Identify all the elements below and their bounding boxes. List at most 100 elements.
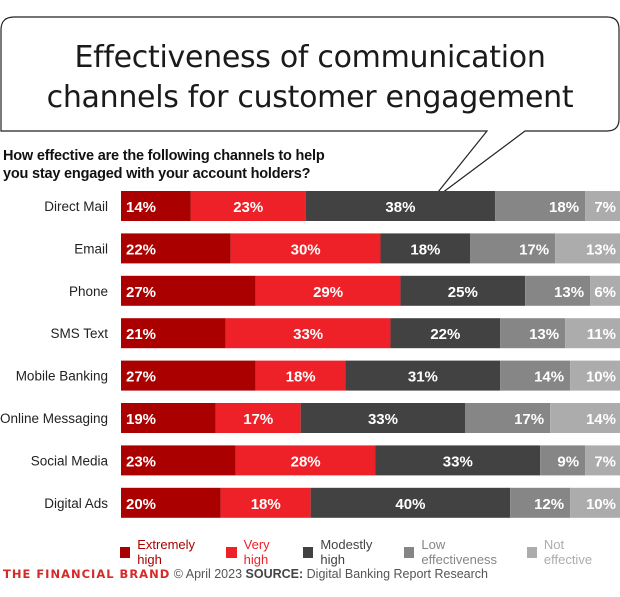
bar-segment-modestly-high [375,445,541,476]
bar-segment-low-effectiveness [500,318,566,349]
bar-segment-very-high [220,487,311,518]
bar-segment-not-effective [570,360,620,391]
bar-row-email: Email 22% 30% 18% 17% 13% [74,233,620,264]
chart-subtitle-line-2: you stay engaged with your account holde… [3,166,311,182]
data-label-very-high: 30% [291,241,321,258]
data-label-modestly-high: 22% [430,326,460,343]
data-label-modestly-high: 33% [443,453,473,470]
data-label-modestly-high: 25% [448,284,478,301]
bar-row-sms-text: SMS Text 21% 33% 22% 13% 11% [50,318,620,349]
legend-label-modestly-high: Modestly high [320,537,373,567]
category-label: Direct Mail [44,199,108,214]
data-label-very-high: 33% [293,326,323,343]
legend-swatch-extremely-high [120,546,131,558]
legend-label-extremely-high: Extremely high [137,537,196,567]
data-label-extremely-high: 21% [126,326,156,343]
legend-label-not-effective: Not effective [543,537,593,567]
bar-segment-very-high [235,445,376,476]
data-label-low-effectiveness: 9% [557,453,579,470]
bar-segment-low-effectiveness [470,233,556,264]
bar-segment-not-effective [585,191,620,221]
data-label-low-effectiveness: 12% [534,496,564,513]
bar-segment-extremely-high [121,403,216,433]
bar-segment-very-high [190,191,306,221]
bar-row-social-media: Social Media 23% 28% 33% 9% 7% [31,445,620,476]
data-label-not-effective: 7% [594,453,616,470]
data-label-low-effectiveness: 14% [534,369,564,386]
data-label-low-effectiveness: 13% [529,326,559,343]
bar-segment-not-effective [570,487,620,518]
category-label: Phone [69,284,108,299]
data-label-not-effective: 13% [586,241,616,258]
data-label-extremely-high: 20% [126,496,156,513]
data-label-low-effectiveness: 17% [514,411,544,428]
legend-label-low-effectiveness: Low effectiveness [421,537,498,567]
data-label-low-effectiveness: 17% [519,241,549,258]
bar-segment-low-effectiveness [510,487,571,518]
footer: THE FINANCIAL BRAND © April 2023 SOURCE:… [3,567,488,581]
data-label-very-high: 28% [291,453,321,470]
bar-segment-extremely-high [121,318,226,349]
data-label-modestly-high: 31% [408,369,438,386]
bar-segment-very-high [255,360,346,391]
legend-item-very-high: Very high [226,537,294,567]
data-label-modestly-high: 33% [368,411,398,428]
data-label-not-effective: 10% [586,369,616,386]
legend-item-modestly-high: Modestly high [303,537,395,567]
data-label-very-high: 18% [251,496,281,513]
bar-segment-very-high [225,318,391,349]
category-label: Digital Ads [44,496,108,511]
legend-swatch-modestly-high [303,546,314,558]
data-label-low-effectiveness: 18% [549,199,579,216]
bar-segment-very-high [230,233,381,264]
bar-segment-low-effectiveness [500,360,571,391]
legend-item-not-effective: Not effective [526,537,611,567]
bar-segment-low-effectiveness [495,191,586,221]
category-label: Social Media [31,453,109,468]
bar-segment-not-effective [555,233,620,264]
data-label-extremely-high: 23% [126,453,156,470]
bar-segment-extremely-high [121,487,221,518]
data-label-not-effective: 10% [586,496,616,513]
bar-segment-low-effectiveness [540,445,586,476]
bar-segment-extremely-high [121,191,191,221]
copyright-text: © April 2023 [173,567,243,581]
source-text: Digital Banking Report Research [306,567,488,581]
data-label-modestly-high: 38% [385,199,415,216]
bar-segment-extremely-high [121,360,256,391]
category-label: Mobile Banking [16,369,108,384]
data-label-modestly-high: 40% [395,496,425,513]
bar-segment-modestly-high [400,275,526,306]
data-label-very-high: 17% [243,411,273,428]
data-label-low-effectiveness: 13% [554,284,584,301]
bar-segment-modestly-high [345,360,501,391]
bar-segment-low-effectiveness [525,275,591,306]
bar-segment-modestly-high [300,403,466,433]
bar-segment-not-effective [550,403,620,433]
bar-segment-very-high [215,403,301,433]
chart-title-line-1: Effectiveness of communication [74,40,546,75]
data-label-not-effective: 6% [594,284,616,301]
chart-subtitle-line-1: How effective are the following channels… [3,148,325,164]
legend-swatch-not-effective [526,546,537,558]
bar-segment-very-high [255,275,401,306]
bar-segment-extremely-high [121,445,236,476]
bar-segment-not-effective [565,318,620,349]
speech-bubble-outline [0,16,620,203]
chart-legend: Extremely high Very high Modestly high L… [120,537,620,567]
data-label-extremely-high: 27% [126,284,156,301]
category-label: Online Messaging [0,411,108,426]
bar-row-digital-ads: Digital Ads 20% 18% 40% 12% 10% [44,487,620,518]
bar-row-phone: Phone 27% 29% 25% 13% 6% [69,275,620,306]
data-label-very-high: 23% [233,199,263,216]
data-label-extremely-high: 19% [126,411,156,428]
category-label: SMS Text [50,326,108,341]
data-label-not-effective: 11% [587,326,616,343]
bar-segment-modestly-high [310,487,511,518]
legend-item-low-effectiveness: Low effectiveness [404,537,517,567]
stacked-bar-chart: Direct Mail 14% 23% 38% 18% 7% Email 22% 30% 18% 1… [0,191,620,518]
bar-row-direct-mail: Direct Mail 14% 23% 38% 18% 7% [44,191,620,221]
data-label-extremely-high: 22% [126,241,156,258]
bar-segment-modestly-high [380,233,471,264]
legend-item-extremely-high: Extremely high [120,537,217,567]
